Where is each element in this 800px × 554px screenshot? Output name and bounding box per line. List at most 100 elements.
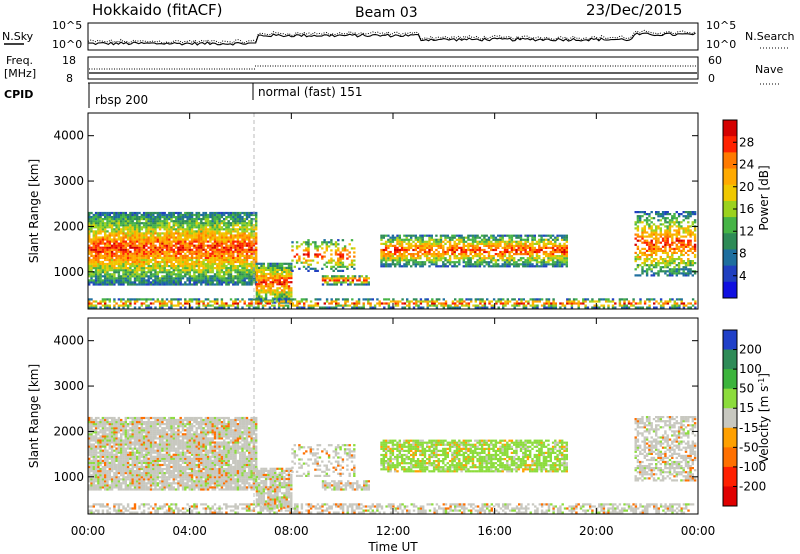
power-cell: [216, 226, 219, 229]
power-cell: [110, 216, 114, 219]
power-cell: [387, 306, 391, 309]
power-cell: [177, 250, 180, 253]
power-cell: [255, 302, 258, 305]
power-cell: [245, 258, 249, 262]
power-cell: [195, 230, 198, 233]
power-cell: [339, 261, 342, 264]
power-cell: [172, 216, 175, 219]
power-cell: [276, 264, 279, 267]
power-cell: [140, 302, 143, 305]
power-cell: [290, 275, 293, 278]
power-cell: [260, 291, 263, 294]
power-cell: [398, 240, 401, 243]
power-cell: [101, 248, 105, 251]
power-cell: [188, 224, 191, 227]
power-cell: [122, 262, 125, 266]
power-cell: [120, 248, 123, 251]
power-cell: [94, 262, 98, 266]
power-cell: [417, 306, 420, 309]
power-cell: [225, 226, 228, 229]
power-cell: [209, 234, 212, 237]
power-cell: [200, 275, 203, 278]
power-cell: [563, 259, 566, 262]
power-cell: [163, 256, 166, 259]
power-cell: [494, 248, 498, 252]
power-cell: [517, 244, 520, 247]
power-cell: [687, 215, 690, 218]
power-cell: [430, 253, 433, 256]
power-cell: [126, 238, 130, 241]
power-cell: [513, 246, 516, 249]
power-cell: [213, 250, 217, 253]
power-cell: [554, 238, 557, 241]
power-cell: [104, 258, 107, 262]
power-cell: [524, 250, 527, 254]
power-cell: [502, 304, 505, 307]
power-cell: [487, 240, 491, 243]
power-cell: [110, 250, 114, 253]
power-cell: [250, 234, 253, 237]
power-cell: [487, 261, 491, 264]
power-cell: [554, 257, 557, 260]
power-cell: [691, 260, 694, 263]
power-cell: [211, 279, 214, 282]
power-cell: [462, 238, 465, 241]
power-cell: [184, 240, 187, 243]
power-cell: [655, 241, 658, 244]
power-cell: [673, 251, 676, 254]
power-cell: [271, 275, 275, 278]
power-cell: [312, 306, 315, 309]
power-cell: [200, 230, 203, 233]
power-cell: [519, 248, 523, 252]
power-cell: [115, 232, 118, 235]
power-cell: [104, 273, 107, 276]
power-cell: [206, 283, 210, 286]
power-cell: [462, 236, 465, 239]
power-cell: [161, 302, 164, 305]
power-cell: [145, 254, 148, 257]
power-cell: [641, 253, 644, 257]
power-cell: [110, 218, 114, 221]
power-cell: [549, 246, 552, 249]
power-cell: [471, 265, 475, 268]
power-cell: [330, 300, 333, 303]
power-cell: [421, 240, 424, 243]
power-cell: [565, 250, 568, 254]
power-cell: [172, 224, 175, 227]
power-cell: [255, 224, 258, 227]
power-cell: [170, 260, 173, 264]
power-cell: [524, 261, 527, 264]
power-cell: [156, 236, 159, 239]
power-cell: [682, 266, 685, 269]
power-cell: [197, 304, 201, 307]
power-cell: [650, 245, 653, 248]
power-cell: [99, 211, 102, 215]
power-cell: [101, 260, 105, 264]
power-cell: [142, 240, 146, 243]
power-cell: [245, 271, 249, 274]
power-cell: [307, 253, 310, 256]
power-cell: [232, 283, 235, 286]
power-cell: [165, 271, 169, 274]
power-cell: [117, 226, 121, 229]
power-cell: [666, 264, 669, 267]
power-cell: [673, 266, 676, 269]
power-cell: [565, 259, 568, 262]
power-cell: [655, 235, 658, 238]
power-cell: [339, 265, 342, 268]
power-cell: [321, 283, 325, 286]
power-cell: [435, 255, 438, 258]
power-cell: [437, 257, 440, 260]
power-cell: [106, 306, 109, 309]
power-cell: [115, 246, 118, 249]
power-cell: [177, 222, 180, 225]
power-cell: [661, 270, 665, 273]
power-cell: [204, 224, 208, 227]
power-cell: [126, 222, 130, 225]
power-cell: [517, 253, 520, 256]
power-cell: [565, 265, 568, 268]
power-cell: [156, 211, 159, 215]
power-cell: [474, 248, 477, 252]
power-cell: [202, 281, 205, 284]
power-cell: [193, 279, 196, 282]
